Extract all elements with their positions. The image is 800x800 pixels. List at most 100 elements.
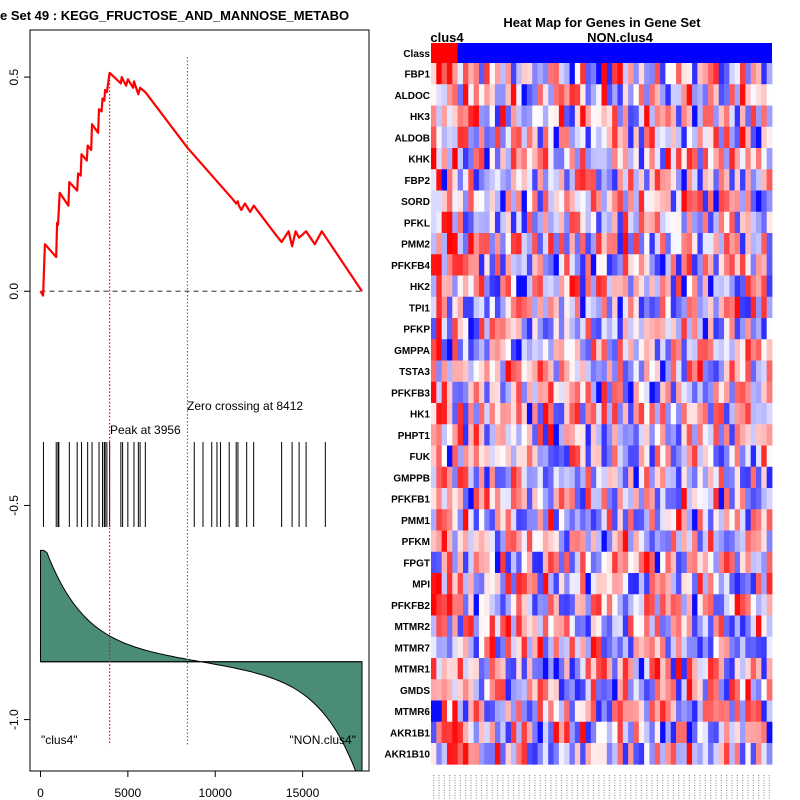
gene-label: KHK <box>408 155 430 166</box>
heatmap-cell <box>761 211 768 234</box>
gene-labels: FBP1ALDOCHK3ALDOBKHKFBP2SORDPFKLPMM2PFKF… <box>384 70 430 761</box>
heatmap-cell <box>473 636 480 659</box>
heatmap-cell <box>633 551 640 574</box>
heatmap-cells <box>431 63 773 765</box>
heatmap-cell <box>590 509 597 531</box>
heatmap-cell <box>580 233 586 255</box>
heatmap-cell <box>521 254 528 276</box>
heatmap-cell <box>649 381 656 404</box>
heatmap-cell <box>462 105 469 128</box>
heatmap-cell <box>505 254 512 276</box>
heatmap-cell <box>612 126 618 149</box>
heatmap-cell <box>580 339 586 361</box>
heatmap-cell <box>718 573 725 595</box>
heatmap-cell <box>521 63 528 85</box>
heatmap-cell <box>702 63 709 85</box>
heatmap-cell <box>708 658 714 680</box>
heatmap-cell <box>574 148 581 170</box>
heatmap-cell <box>569 551 576 574</box>
heatmap-cell <box>729 466 736 489</box>
heatmap-cell <box>708 488 714 510</box>
heatmap-cell <box>569 530 576 553</box>
heatmap-cell <box>670 615 677 638</box>
heatmap-cell <box>585 190 592 213</box>
heatmap-cell <box>697 63 704 85</box>
heatmap-cell <box>505 190 512 213</box>
heatmap-cell <box>756 126 762 149</box>
heatmap-cell <box>649 360 656 383</box>
heatmap-cell <box>644 84 650 106</box>
heatmap-cell <box>606 105 613 128</box>
heatmap-cell <box>606 466 613 489</box>
heatmap-cell <box>660 509 666 531</box>
heatmap-cell <box>622 509 629 531</box>
heatmap-cell <box>574 700 581 723</box>
heatmap-cell <box>468 445 475 468</box>
heatmap-cell <box>580 169 586 191</box>
heatmap-cell <box>702 424 709 446</box>
heatmap-cell <box>569 381 576 404</box>
heatmap-cell <box>617 318 624 340</box>
heatmap-cell <box>516 339 522 361</box>
heatmap-cell <box>505 445 512 468</box>
heatmap-cell <box>638 700 645 723</box>
gene-label: FUK <box>409 452 430 463</box>
heatmap-cell <box>473 551 480 574</box>
heatmap-cell <box>718 594 725 616</box>
heatmap-cell <box>628 615 634 638</box>
heatmap-cell <box>654 126 661 149</box>
heatmap-cell <box>558 700 565 723</box>
heatmap-cell <box>665 233 672 255</box>
heatmap-cell <box>548 84 554 106</box>
heatmap-cell <box>590 254 597 276</box>
heatmap-cell <box>713 615 720 638</box>
heatmap-cell <box>526 530 533 553</box>
heatmap-cell <box>505 63 512 85</box>
heatmap-cell <box>670 296 677 319</box>
heatmap-cell <box>681 190 688 213</box>
heatmap-cell <box>569 743 576 765</box>
heatmap-cell <box>756 445 762 468</box>
heatmap-cell <box>617 721 624 744</box>
heatmap-cell <box>462 488 469 510</box>
heatmap-cell <box>505 551 512 574</box>
heatmap-cell <box>532 466 538 489</box>
heatmap-cell <box>724 211 730 234</box>
heatmap-cell <box>484 743 491 765</box>
heatmap-cell <box>505 679 512 701</box>
heatmap-cell <box>649 296 656 319</box>
heatmap-cell <box>633 63 640 85</box>
heatmap-cell <box>564 148 570 170</box>
heatmap-cell <box>478 318 485 340</box>
heatmap-cell <box>697 721 704 744</box>
heatmap-cell <box>446 700 453 723</box>
heatmap-cell <box>745 658 752 680</box>
heatmap-cell <box>452 679 459 701</box>
heatmap-cell <box>505 381 512 404</box>
heatmap-cell <box>473 743 480 765</box>
heatmap-cell <box>574 84 581 106</box>
heatmap-cell <box>745 339 752 361</box>
heatmap-cell <box>574 254 581 276</box>
heatmap-cell <box>494 254 501 276</box>
gene-label: PHPT1 <box>398 431 431 442</box>
heatmap-cell <box>622 658 629 680</box>
heatmap-cell <box>750 233 757 255</box>
heatmap-cell <box>612 360 618 383</box>
heatmap-cell <box>431 679 437 701</box>
heatmap-cell <box>718 233 725 255</box>
heatmap-cell <box>756 211 762 234</box>
heatmap-cell <box>569 594 576 616</box>
gene-label: MTMR2 <box>394 622 430 633</box>
heatmap-cell <box>622 594 629 616</box>
heatmap-cell <box>596 105 602 128</box>
heatmap-cell <box>665 190 672 213</box>
heatmap-cell <box>633 721 640 744</box>
heatmap-cell <box>489 105 496 128</box>
heatmap-cell <box>494 381 501 404</box>
heatmap-cell <box>558 594 565 616</box>
heatmap-cell <box>660 211 666 234</box>
heatmap-cell <box>617 233 624 255</box>
heatmap-cell <box>558 126 565 149</box>
heatmap-cell <box>756 615 762 638</box>
